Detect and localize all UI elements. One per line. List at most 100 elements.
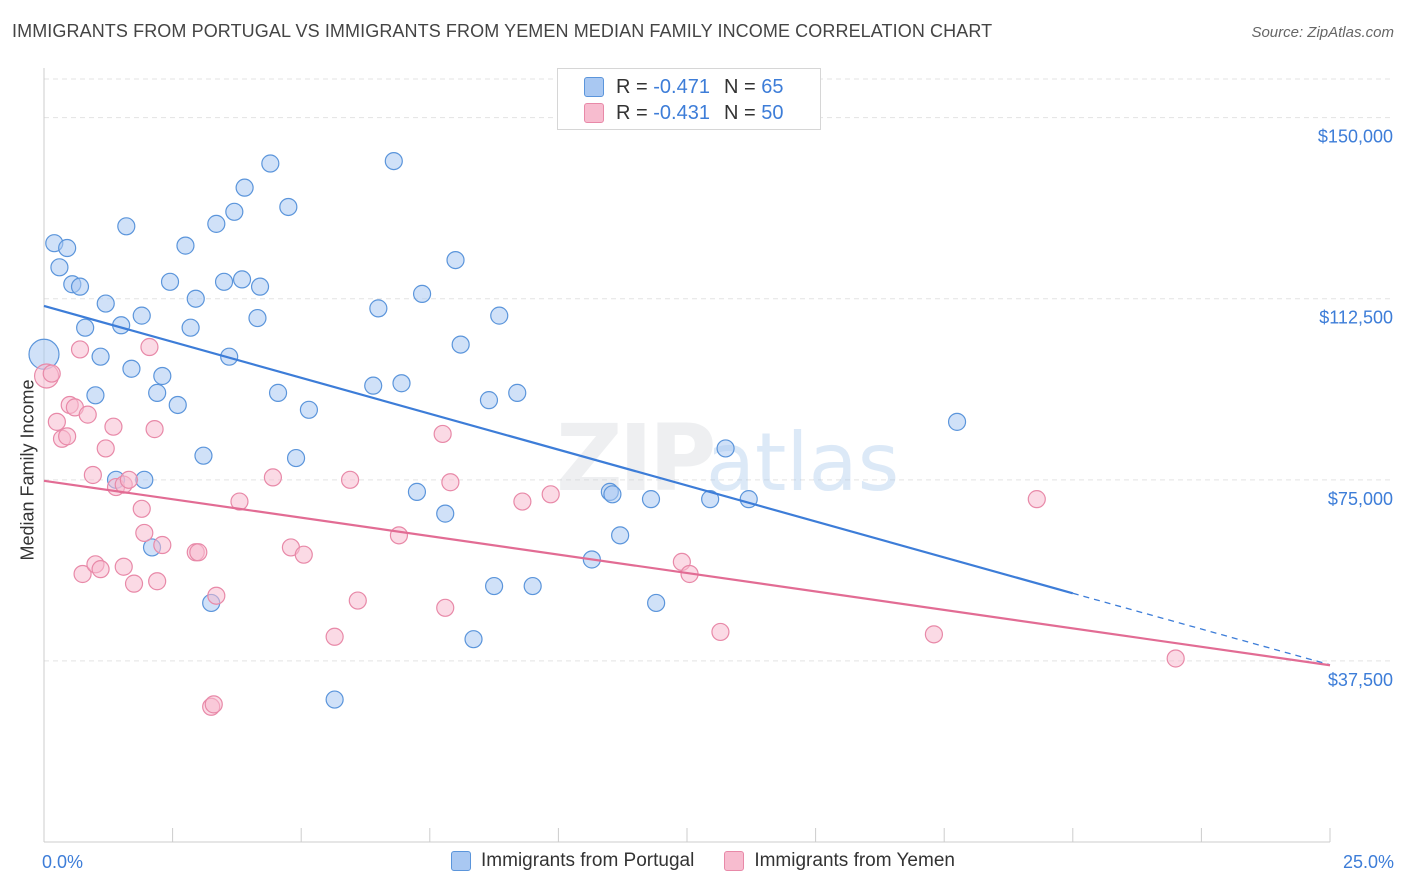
point-portugal <box>716 439 735 458</box>
point-portugal <box>132 306 151 325</box>
trend-lines <box>43 304 1331 667</box>
legend-row-portugal: R = -0.471 N = 65 <box>584 74 783 100</box>
legend-swatch-yemen <box>724 851 745 871</box>
point-yemen <box>1166 649 1185 668</box>
point-yemen <box>124 574 144 593</box>
point-yemen <box>135 523 154 543</box>
point-portugal <box>235 178 254 197</box>
point-yemen <box>924 625 944 644</box>
point-portugal <box>325 690 344 709</box>
point-yemen <box>119 470 138 489</box>
y-tick-label: $75,000 <box>1328 489 1393 509</box>
point-portugal <box>286 448 306 468</box>
axes <box>43 68 1331 843</box>
point-yemen <box>132 499 151 518</box>
n-value: 50 <box>761 101 784 124</box>
point-yemen <box>145 420 164 439</box>
point-portugal <box>117 217 136 236</box>
point-portugal <box>86 386 105 405</box>
point-portugal <box>50 258 69 277</box>
point-yemen <box>104 417 123 436</box>
point-portugal <box>701 490 720 509</box>
trend-line-yemen <box>43 479 1331 667</box>
gridlines <box>44 78 1394 662</box>
point-portugal <box>364 376 383 395</box>
point-portugal <box>407 482 427 501</box>
point-yemen <box>73 564 92 584</box>
point-portugal <box>611 526 630 545</box>
n-label: N = <box>723 75 756 98</box>
point-portugal <box>70 277 90 296</box>
point-portugal <box>384 151 403 171</box>
n-value: 65 <box>761 75 784 98</box>
point-yemen <box>389 526 409 545</box>
point-portugal <box>369 299 388 318</box>
point-yemen <box>70 340 90 359</box>
legend-swatch-yemen <box>584 103 604 123</box>
point-portugal <box>248 308 267 328</box>
x-axis-max-label: 25.0% <box>1342 852 1394 872</box>
point-yemen <box>47 412 66 431</box>
point-portugal <box>268 383 288 402</box>
point-yemen <box>140 337 159 357</box>
point-portugal <box>412 284 432 303</box>
point-portugal <box>603 485 622 504</box>
point-portugal <box>647 593 666 613</box>
point-portugal <box>485 576 504 596</box>
y-tick-label: $37,500 <box>1328 670 1393 690</box>
y-tick-labels: $37,500 $75,000 $112,500 $150,000 <box>1318 127 1393 690</box>
point-portugal <box>207 214 226 233</box>
point-portugal <box>464 630 483 649</box>
point-portugal <box>91 347 110 366</box>
point-yemen <box>148 572 167 591</box>
point-portugal <box>446 250 465 270</box>
point-portugal <box>299 400 319 419</box>
y-tick-label: $150,000 <box>1318 127 1393 147</box>
point-portugal <box>168 395 187 415</box>
point-portugal <box>451 335 470 354</box>
point-yemen <box>78 405 97 424</box>
point-portugal <box>232 270 252 289</box>
point-portugal <box>186 289 205 308</box>
x-axis-min-label: 0.0% <box>42 852 84 872</box>
point-portugal <box>479 391 499 410</box>
point-yemen <box>1027 490 1046 509</box>
point-yemen <box>153 535 172 555</box>
point-yemen <box>441 473 460 492</box>
y-tick-label: $112,500 <box>1319 308 1393 328</box>
series-portugal-points <box>28 151 967 709</box>
point-portugal <box>122 359 141 378</box>
point-portugal <box>148 383 167 402</box>
point-portugal <box>508 383 527 402</box>
legend-swatch-portugal <box>451 851 472 871</box>
r-label: R = <box>616 75 648 98</box>
point-portugal <box>641 490 661 509</box>
n-label: N = <box>723 101 756 124</box>
trend-line-portugal <box>43 304 1074 595</box>
point-yemen <box>541 485 560 504</box>
legend-label-portugal: Immigrants from Portugal <box>481 850 695 871</box>
point-portugal <box>436 504 455 523</box>
chart-title: IMMIGRANTS FROM PORTUGAL VS IMMIGRANTS F… <box>12 21 993 41</box>
legend-item-portugal[interactable]: Immigrants from Portugal <box>451 850 694 872</box>
point-portugal <box>176 236 195 255</box>
legend-row-yemen: R = -0.431 N = 50 <box>584 100 783 126</box>
point-yemen <box>83 465 102 485</box>
trend-line-portugal-extension <box>1072 592 1331 666</box>
watermark: ZIP atlas <box>556 405 899 512</box>
point-portugal <box>76 318 95 337</box>
point-yemen <box>42 364 61 383</box>
point-yemen <box>91 560 110 579</box>
point-portugal <box>490 306 509 325</box>
point-portugal <box>279 197 298 217</box>
legend-item-yemen[interactable]: Immigrants from Yemen <box>724 850 955 872</box>
source-credit: Source: ZipAtlas.com <box>1251 24 1394 41</box>
point-portugal <box>194 446 213 465</box>
point-yemen <box>114 557 133 576</box>
point-portugal <box>947 412 967 431</box>
point-yemen <box>96 439 115 458</box>
point-yemen <box>436 598 455 617</box>
point-portugal <box>250 277 270 296</box>
point-yemen <box>189 543 208 562</box>
